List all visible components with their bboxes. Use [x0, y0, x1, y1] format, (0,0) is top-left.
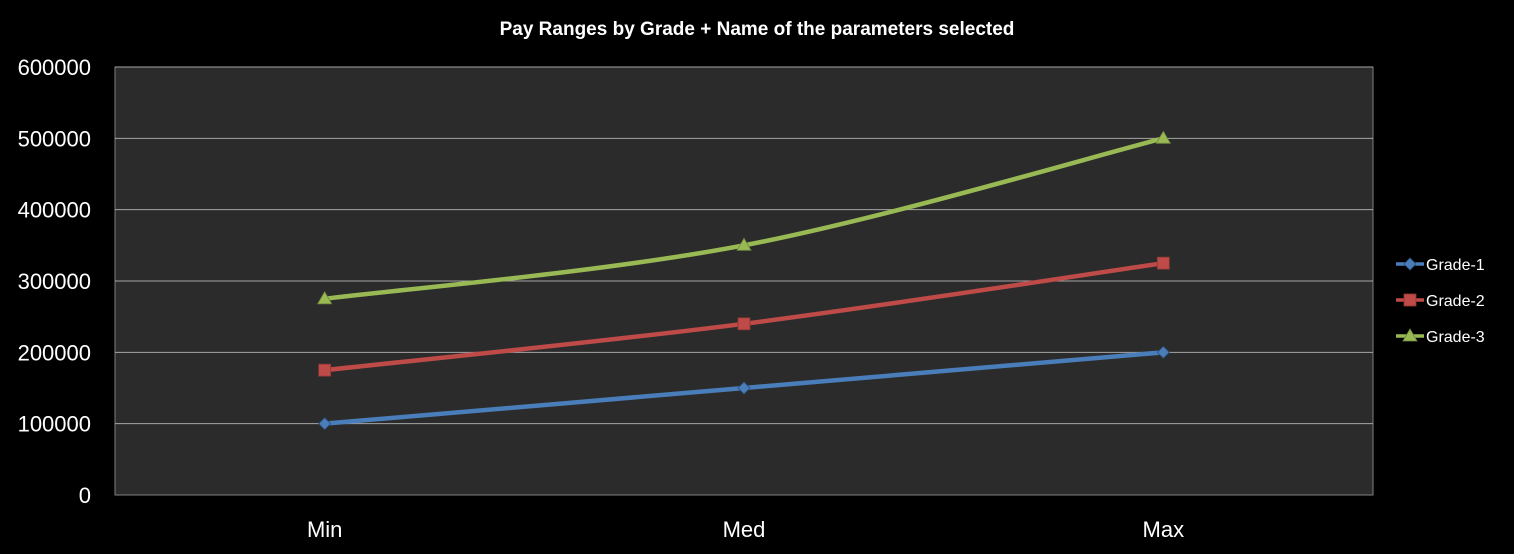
series-grade-3	[316, 130, 1172, 305]
legend-item: Grade-2	[1396, 293, 1485, 310]
data-point	[1155, 130, 1172, 144]
data-point	[1156, 345, 1170, 359]
series-grade-2	[318, 256, 1170, 377]
y-tick-label: 0	[79, 483, 91, 508]
x-tick-label: Min	[307, 517, 342, 542]
y-tick-label: 500000	[18, 126, 91, 151]
data-point	[1156, 256, 1170, 270]
data-point	[737, 317, 751, 331]
data-point	[736, 237, 752, 251]
y-tick-label: 200000	[18, 340, 91, 365]
legend-marker	[1402, 328, 1418, 342]
data-point	[737, 381, 751, 395]
y-tick-label: 100000	[18, 412, 91, 437]
legend-item: Grade-3	[1396, 328, 1485, 346]
x-axis-ticks: Min Med Max	[307, 517, 1184, 542]
legend-label: Grade-2	[1426, 293, 1485, 310]
series-lines	[316, 130, 1172, 431]
legend-label: Grade-1	[1426, 257, 1485, 274]
legend-marker	[1403, 293, 1417, 307]
y-tick-label: 300000	[18, 269, 91, 294]
y-axis-ticks: 0 100000 200000 300000 400000 500000 600000	[18, 55, 91, 508]
legend: Grade-1 Grade-2 Grade-3	[1396, 257, 1485, 346]
data-point	[316, 291, 333, 305]
x-tick-label: Max	[1143, 517, 1185, 542]
legend-label: Grade-3	[1426, 329, 1485, 346]
series-grade-1	[318, 345, 1170, 431]
data-point	[318, 417, 332, 431]
y-tick-label: 400000	[18, 198, 91, 223]
legend-marker	[1403, 257, 1417, 271]
y-tick-label: 600000	[18, 55, 91, 80]
x-tick-label: Med	[723, 517, 766, 542]
legend-item: Grade-1	[1396, 257, 1485, 274]
data-point	[318, 363, 332, 377]
chart-title: Pay Ranges by Grade + Name of the parame…	[500, 19, 1015, 40]
